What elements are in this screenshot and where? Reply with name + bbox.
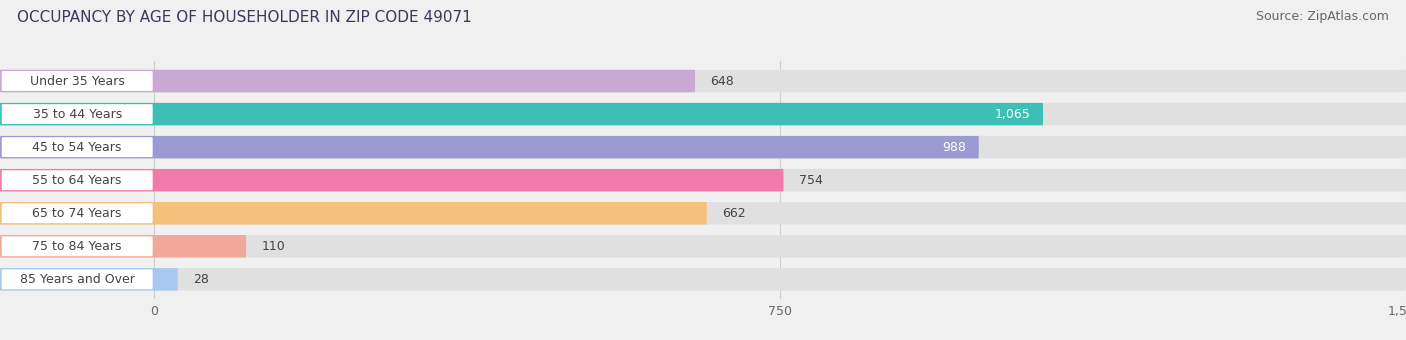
Text: 65 to 74 Years: 65 to 74 Years	[32, 207, 122, 220]
FancyBboxPatch shape	[0, 202, 707, 224]
FancyBboxPatch shape	[1, 203, 153, 223]
FancyBboxPatch shape	[0, 235, 246, 258]
FancyBboxPatch shape	[0, 202, 1406, 224]
Text: 45 to 54 Years: 45 to 54 Years	[32, 141, 122, 154]
FancyBboxPatch shape	[0, 235, 1406, 258]
FancyBboxPatch shape	[0, 103, 1043, 125]
Text: 75 to 84 Years: 75 to 84 Years	[32, 240, 122, 253]
FancyBboxPatch shape	[0, 136, 979, 158]
FancyBboxPatch shape	[0, 136, 1406, 158]
Text: Under 35 Years: Under 35 Years	[30, 74, 125, 87]
FancyBboxPatch shape	[1, 137, 153, 157]
FancyBboxPatch shape	[0, 70, 695, 92]
FancyBboxPatch shape	[1, 104, 153, 124]
Text: 55 to 64 Years: 55 to 64 Years	[32, 174, 122, 187]
Text: OCCUPANCY BY AGE OF HOUSEHOLDER IN ZIP CODE 49071: OCCUPANCY BY AGE OF HOUSEHOLDER IN ZIP C…	[17, 10, 471, 25]
Text: 648: 648	[710, 74, 734, 87]
FancyBboxPatch shape	[1, 71, 153, 91]
FancyBboxPatch shape	[0, 169, 1406, 191]
FancyBboxPatch shape	[1, 269, 153, 289]
Text: 1,065: 1,065	[995, 107, 1031, 121]
FancyBboxPatch shape	[0, 268, 177, 291]
Text: 754: 754	[799, 174, 823, 187]
FancyBboxPatch shape	[1, 170, 153, 190]
FancyBboxPatch shape	[1, 236, 153, 256]
Text: 110: 110	[262, 240, 285, 253]
Text: 85 Years and Over: 85 Years and Over	[20, 273, 135, 286]
Text: 35 to 44 Years: 35 to 44 Years	[32, 107, 122, 121]
FancyBboxPatch shape	[0, 103, 1406, 125]
Text: 662: 662	[721, 207, 745, 220]
Text: 988: 988	[942, 141, 966, 154]
FancyBboxPatch shape	[0, 169, 783, 191]
FancyBboxPatch shape	[0, 70, 1406, 92]
Text: 28: 28	[193, 273, 208, 286]
Text: Source: ZipAtlas.com: Source: ZipAtlas.com	[1256, 10, 1389, 23]
FancyBboxPatch shape	[0, 268, 1406, 291]
